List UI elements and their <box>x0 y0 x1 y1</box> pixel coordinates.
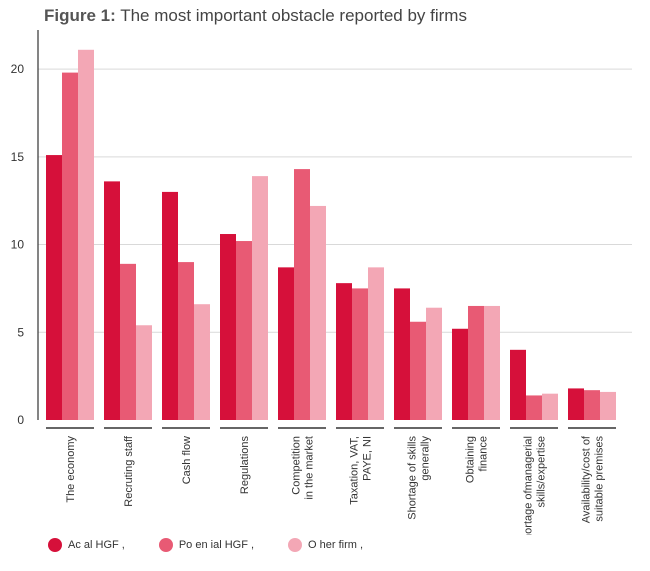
x-tick-label: Recruting staff <box>123 435 135 507</box>
chart-title-prefix: Figure 1: <box>44 6 116 25</box>
x-tick-label: Competitionin the market <box>291 436 316 500</box>
bar-series-1 <box>510 349 526 420</box>
x-tick-label-line: Shortage ofmanagerial <box>523 436 535 535</box>
x-tick-label-line: The economy <box>65 436 77 503</box>
chart-title-text: The most important obstacle reported by … <box>120 6 467 25</box>
x-tick-label: Shortage of skillsgenerally <box>407 436 432 520</box>
x-tick-label-line: generally <box>420 436 432 481</box>
y-tick-label: 5 <box>17 325 24 339</box>
bar-series-3 <box>78 49 94 421</box>
bar-series-2 <box>120 263 136 420</box>
x-tick-label: The economy <box>65 436 77 503</box>
bar-series-3 <box>194 304 210 420</box>
legend-swatch-series-3 <box>288 538 303 552</box>
y-tick-label: 0 <box>17 413 24 427</box>
bar-series-3 <box>600 391 616 420</box>
legend-label-series-1: Ac al HGF , <box>68 539 125 551</box>
legend-label-series-3: O her firm , <box>308 539 364 551</box>
bar-series-2 <box>236 241 252 420</box>
bar-series-1 <box>336 283 352 420</box>
x-tick-label-line: Competition <box>291 436 303 495</box>
bar-series-2 <box>526 395 542 420</box>
bar-series-2 <box>410 321 426 420</box>
bar-series-2 <box>468 305 484 420</box>
bar-series-3 <box>252 176 268 420</box>
y-tick-label: 15 <box>11 150 25 164</box>
bar-series-2 <box>352 288 368 420</box>
bar-series-1 <box>568 388 584 420</box>
x-tick-label: Shortage ofmanagerialskills/expertise <box>523 436 548 535</box>
bar-series-1 <box>278 267 294 420</box>
bar-series-3 <box>310 205 326 420</box>
bar-series-2 <box>584 390 600 420</box>
bar-series-3 <box>426 307 442 420</box>
y-tick-label: 20 <box>11 62 25 76</box>
bar-series-3 <box>136 325 152 420</box>
x-tick-label-line: suitable premises <box>594 436 606 522</box>
x-tick-label: Availability/cost ofsuitable premises <box>581 435 606 523</box>
x-tick-label-line: Recruting staff <box>123 435 135 507</box>
x-tick-label-line: skills/expertise <box>536 436 548 508</box>
x-tick-label-line: PAYE, NI <box>362 436 374 481</box>
bar-series-2 <box>294 169 310 420</box>
bar-series-2 <box>178 262 194 420</box>
x-tick-label-line: in the market <box>304 436 316 500</box>
legend: Ac al HGF , Po en ial HGF , O her firm , <box>48 538 397 552</box>
legend-label-series-2: Po en ial HGF , <box>178 539 255 551</box>
bar-series-3 <box>542 393 558 420</box>
bar-series-2 <box>62 72 78 420</box>
bar-series-1 <box>452 328 468 420</box>
x-tick-label-line: Cash flow <box>181 436 193 484</box>
x-tick-label-line: finance <box>478 436 490 471</box>
bar-series-1 <box>104 181 120 420</box>
x-tick-label-line: Regulations <box>239 436 251 495</box>
bar-chart: 0 5 10 15 20 The economy Recruting staff Cash f… <box>11 30 632 535</box>
x-tick-label: Taxation, VAT,PAYE, NI <box>349 436 374 505</box>
x-tick-label: Regulations <box>239 436 251 495</box>
chart-title: Figure 1: The most important obstacle re… <box>44 6 467 26</box>
x-tick-label: Obtainingfinance <box>465 436 490 483</box>
bar-series-3 <box>368 267 384 420</box>
x-tick-label: Cash flow <box>181 436 193 484</box>
legend-swatch-series-2 <box>158 538 173 552</box>
bar-series-1 <box>46 155 62 420</box>
legend-item-series-1: Ac al HGF , <box>48 538 125 552</box>
legend-item-series-2: Po en ial HGF , <box>158 538 255 552</box>
y-tick-label: 10 <box>11 238 25 252</box>
x-tick-label-line: Shortage of skills <box>407 436 419 520</box>
bar-series-3 <box>484 305 500 420</box>
bar-series-1 <box>394 288 410 420</box>
legend-item-series-3: O her firm , <box>288 538 363 552</box>
legend-swatch-series-1 <box>48 538 62 552</box>
x-tick-label-line: Obtaining <box>465 436 477 483</box>
bar-series-1 <box>162 191 178 420</box>
x-tick-label-line: Availability/cost of <box>581 435 593 523</box>
x-tick-label-line: Taxation, VAT, <box>349 436 361 505</box>
bar-series-1 <box>220 234 236 420</box>
